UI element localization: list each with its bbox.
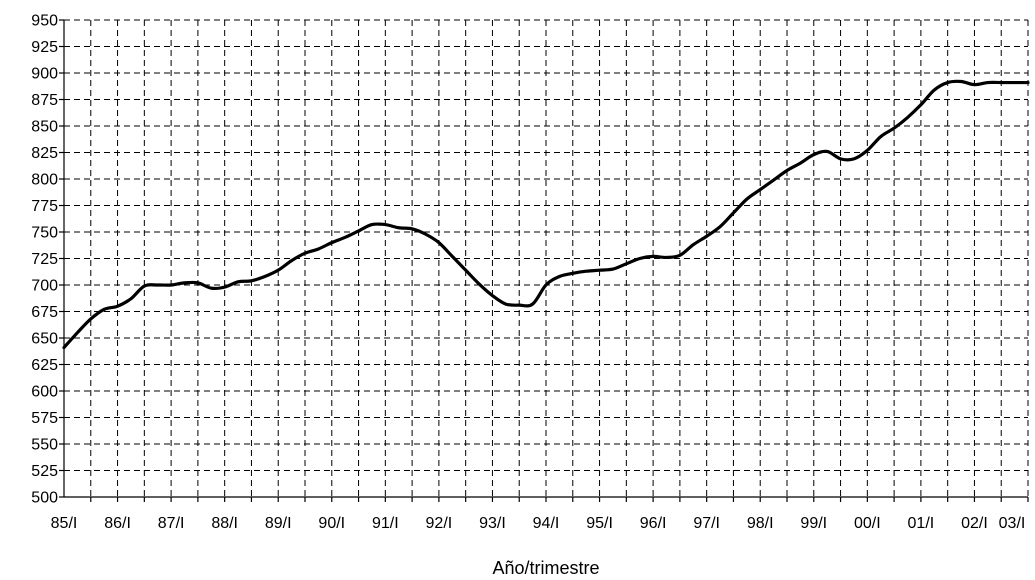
y-tick-label: 850	[31, 119, 58, 136]
y-tick-label: 900	[31, 66, 58, 83]
x-tick-label: 85/I	[51, 515, 78, 532]
y-tick-label: 950	[31, 13, 58, 30]
x-tick-label: 98/I	[747, 515, 774, 532]
x-tick-label: 86/I	[104, 515, 131, 532]
y-tick-label: 750	[31, 225, 58, 242]
x-tick-label: 88/I	[211, 515, 238, 532]
x-tick-label: 89/I	[265, 515, 292, 532]
x-tick-label: 87/I	[158, 515, 185, 532]
y-tick-label: 675	[31, 304, 58, 321]
x-tick-label: 90/I	[318, 515, 345, 532]
x-tick-label: 93/I	[479, 515, 506, 532]
y-tick-label: 725	[31, 251, 58, 268]
y-tick-label: 925	[31, 39, 58, 56]
x-tick-label: 95/I	[586, 515, 613, 532]
series-layer	[62, 79, 1030, 350]
x-axis-title: Año/trimestre	[492, 558, 599, 578]
y-tick-label: 875	[31, 92, 58, 109]
y-tick-label: 575	[31, 410, 58, 427]
y-tick-label: 825	[31, 145, 58, 162]
grid-lines	[64, 19, 1029, 497]
x-tick-label: 92/I	[426, 515, 453, 532]
x-tick-label: 94/I	[533, 515, 560, 532]
y-tick-label: 775	[31, 198, 58, 215]
y-tick-label: 800	[31, 172, 58, 189]
y-tick-label: 625	[31, 357, 58, 374]
y-tick-label: 500	[31, 490, 58, 507]
axes	[59, 19, 1029, 502]
x-tick-label: 00/I	[854, 515, 881, 532]
x-tick-label: 03/I	[999, 515, 1026, 532]
y-tick-labels: 500 525 550 575 600 625 650 675 700 725 750 775 800 8…	[31, 13, 58, 507]
x-tick-labels: 85/I 86/I 87/I 88/I 89/I 90/I 91/I 92/I 93/I 94/I…	[51, 515, 1026, 532]
x-tick-label: 97/I	[693, 515, 720, 532]
x-tick-label: 99/I	[800, 515, 827, 532]
x-tick-label: 91/I	[372, 515, 399, 532]
x-tick-label: 02/I	[961, 515, 988, 532]
y-tick-label: 650	[31, 331, 58, 348]
x-tick-label: 96/I	[640, 515, 667, 532]
y-tick-label: 550	[31, 437, 58, 454]
y-tick-label: 600	[31, 384, 58, 401]
y-tick-label: 700	[31, 278, 58, 295]
x-tick-label: 01/I	[908, 515, 935, 532]
series-line	[62, 79, 1030, 350]
y-tick-label: 525	[31, 463, 58, 480]
